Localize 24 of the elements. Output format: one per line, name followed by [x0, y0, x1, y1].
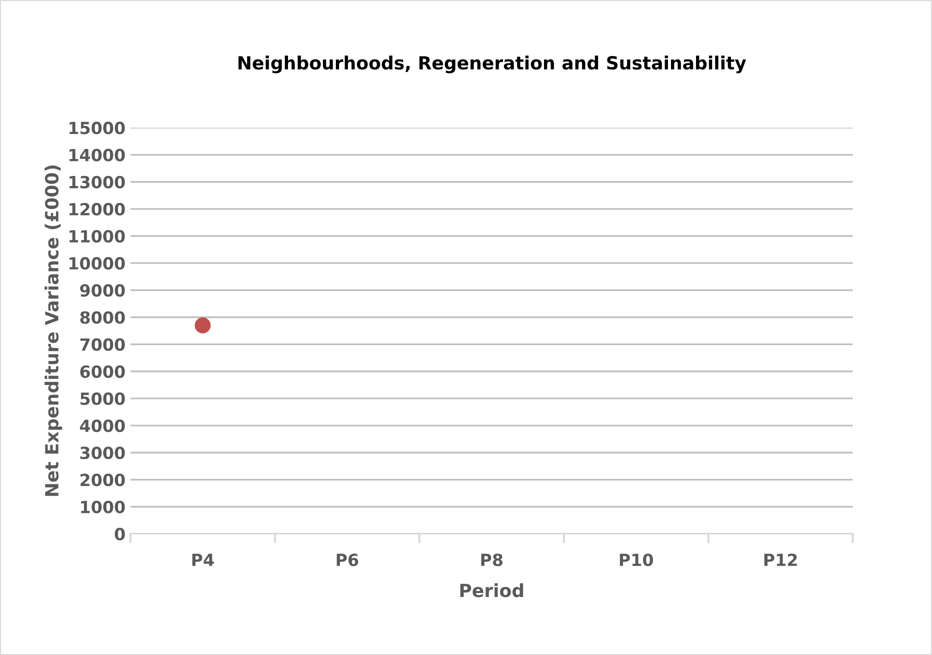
y-tick-label: 5000	[80, 392, 125, 406]
y-tick-label: 7000	[80, 338, 125, 351]
y-tick-label: 10000	[70, 257, 125, 270]
y-tick-label: 8000	[80, 311, 125, 324]
y-tick-label: 9000	[80, 284, 125, 297]
y-tick-label: 15000	[70, 122, 125, 134]
y-tick-label: 4000	[80, 419, 125, 432]
x-tick-label: P10	[620, 554, 653, 566]
y-axis-title: Net Expenditure Variance (£000)	[44, 166, 62, 496]
y-tick-label: 1000	[81, 500, 125, 514]
y-tick-label: 0	[114, 528, 125, 540]
y-tick-label: 12000	[70, 202, 125, 216]
x-tick-label: P6	[336, 554, 358, 566]
y-tick-label: 14000	[70, 148, 125, 162]
y-tick-label: 11000	[70, 230, 125, 243]
y-tick-label: 3000	[80, 446, 125, 460]
x-axis-title: Period	[460, 583, 524, 598]
chart-title: Neighbourhoods, Regeneration and Sustainability	[238, 56, 746, 74]
x-tick-label: P8	[481, 554, 502, 566]
y-tick-label: 2000	[80, 474, 125, 486]
x-tick-label: P4	[192, 554, 214, 566]
y-tick-label: 6000	[80, 365, 125, 378]
x-tick-label: P12	[764, 554, 797, 566]
y-tick-label: 13000	[70, 176, 125, 188]
